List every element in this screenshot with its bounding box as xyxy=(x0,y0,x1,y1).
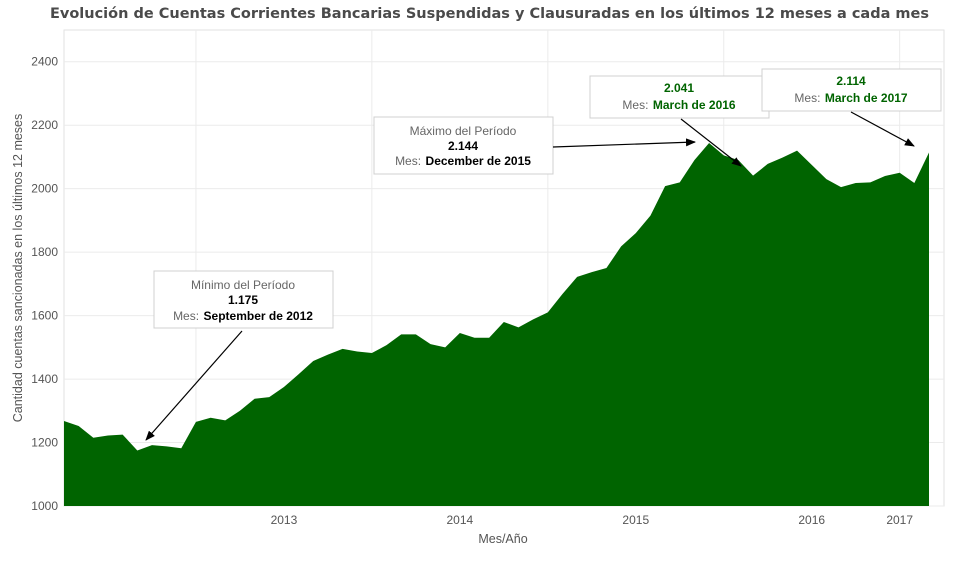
annotation-min-title: Mínimo del Período xyxy=(191,278,295,292)
annotation-max-title: Máximo del Período xyxy=(410,124,517,138)
annotation-max-arrow xyxy=(552,138,696,148)
annotation-max: Máximo del Período 2.144 Mes: December d… xyxy=(373,116,696,175)
annotation-mar2017: 2.114 Mes: March de 2017 xyxy=(761,68,942,147)
annotation-min-value: 1.175 xyxy=(228,293,258,307)
annotation-min-month: Mes: September de 2012 xyxy=(173,307,313,324)
y-tick-label: 1200 xyxy=(31,436,58,450)
y-tick-label: 1800 xyxy=(31,245,58,259)
annotation-max-month: Mes: December de 2015 xyxy=(395,152,531,169)
y-tick-label: 1400 xyxy=(31,372,58,386)
x-tick-label: 2013 xyxy=(271,513,298,527)
annotation-mar2016-month: Mes: March de 2016 xyxy=(622,96,736,113)
annotation-mar2016: 2.041 Mes: March de 2016 xyxy=(589,75,770,167)
y-tick-label: 2400 xyxy=(31,55,58,69)
y-axis-label: Cantidad cuentas sancionadas en los últi… xyxy=(11,114,25,423)
x-axis-ticks: 2013 2014 2015 2016 2017 xyxy=(271,513,914,527)
annotation-min: Mínimo del Período 1.175 Mes: September … xyxy=(145,270,334,441)
annotation-mar2017-month: Mes: March de 2017 xyxy=(794,89,908,106)
annotation-min-arrow xyxy=(145,330,243,441)
annotation-mar2016-arrow xyxy=(680,118,742,167)
x-tick-label: 2015 xyxy=(622,513,649,527)
x-tick-label: 2017 xyxy=(886,513,913,527)
y-tick-label: 2200 xyxy=(31,118,58,132)
annotation-mar2017-arrow xyxy=(850,111,915,147)
y-tick-label: 1600 xyxy=(31,309,58,323)
annotation-max-value: 2.144 xyxy=(448,139,478,153)
y-tick-label: 1000 xyxy=(31,499,58,513)
y-tick-label: 2000 xyxy=(31,182,58,196)
chart-title: Evolución de Cuentas Corrientes Bancaria… xyxy=(49,6,930,22)
x-axis-label: Mes/Año xyxy=(478,532,527,546)
annotation-mar2016-value: 2.041 xyxy=(664,81,694,95)
area-series xyxy=(64,142,929,506)
x-tick-label: 2016 xyxy=(798,513,825,527)
annotation-mar2017-value: 2.114 xyxy=(836,74,866,88)
x-tick-label: 2014 xyxy=(446,513,473,527)
y-axis-ticks: 1000 1200 1400 1600 1800 2000 2200 2400 xyxy=(31,55,58,513)
